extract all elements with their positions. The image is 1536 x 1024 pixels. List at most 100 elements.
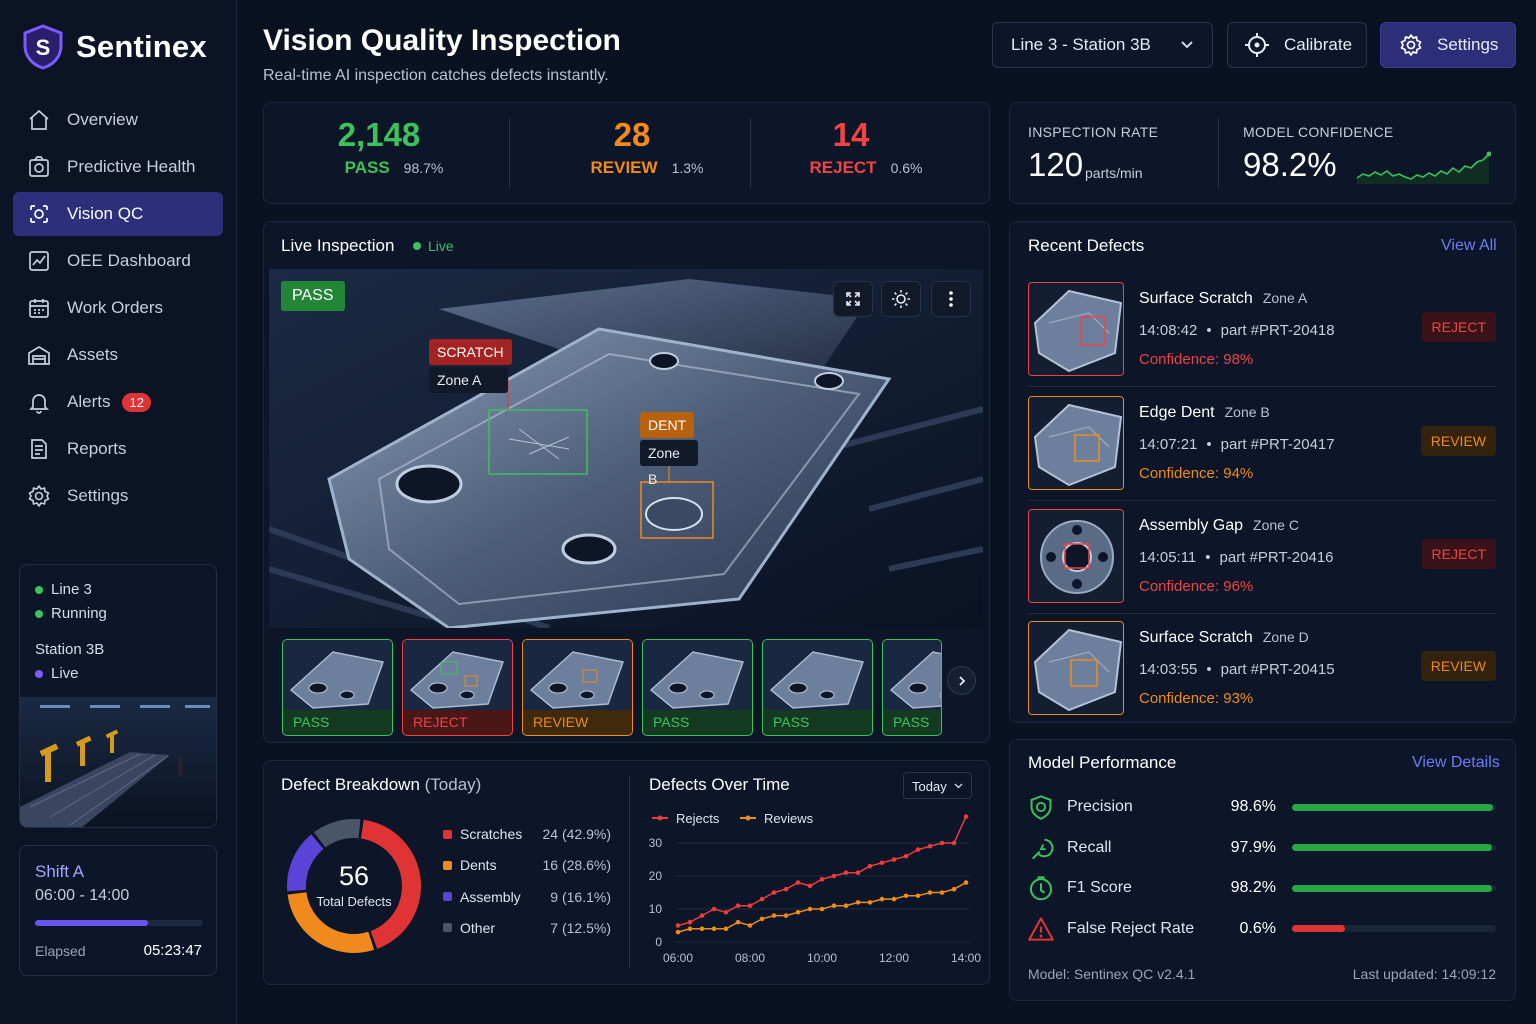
x-tick-label: 12:00	[879, 951, 909, 965]
defect-tag-scratch: SCRATCH	[429, 339, 512, 365]
data-point-rejects	[747, 903, 753, 908]
defect-title: Surface Scratch	[1139, 629, 1253, 646]
bullet-separator: •	[1206, 322, 1212, 339]
metric-value: 98.2%	[1230, 879, 1276, 896]
range-select[interactable]: Today	[903, 772, 972, 799]
stat-row: PASS 98.7%	[279, 158, 509, 178]
sidebar-item-label: Vision QC	[67, 204, 144, 223]
fullscreen-button[interactable]	[833, 281, 873, 317]
legend-item-dents: Dents 16 (28.6%)	[443, 857, 611, 873]
data-point-rejects	[927, 844, 933, 849]
data-point-reviews	[939, 890, 945, 895]
stat-row: REJECT 0.6%	[751, 158, 981, 178]
more-options-button[interactable]	[931, 281, 971, 317]
sidebar-item-settings[interactable]: Settings	[13, 474, 223, 518]
calibrate-button[interactable]: Calibrate	[1227, 22, 1367, 68]
confidence-value: 98.2%	[1243, 146, 1337, 183]
inspection-thumbnail[interactable]: REJECT	[402, 639, 513, 736]
stat-row: REVIEW 1.3%	[532, 158, 762, 178]
metric-value: 98.6%	[1230, 798, 1276, 815]
x-tick-label: 08:00	[735, 951, 765, 965]
calendar-icon	[29, 299, 49, 318]
inspection-thumbnail[interactable]: PASS	[282, 639, 393, 736]
line-status-card[interactable]: Line 3 Running Station 3B Live	[19, 564, 217, 828]
sidebar-item-reports[interactable]: Reports	[13, 427, 223, 471]
defect-confidence: Confidence: 96%	[1139, 578, 1254, 595]
inspection-thumbnail[interactable]: PASS	[642, 639, 753, 736]
data-point-rejects	[879, 860, 885, 866]
stat-reject: 14 REJECT 0.6%	[751, 116, 981, 178]
shift-name: Shift A	[35, 862, 85, 881]
breakdown-period: (Today)	[424, 775, 482, 794]
defect-title-row: Surface Scratch Zone D	[1139, 629, 1309, 647]
data-point-rejects	[819, 877, 825, 882]
data-point-rejects	[795, 880, 801, 885]
list-divider	[1028, 613, 1496, 614]
legend-label: Scratches	[460, 826, 523, 842]
shift-progress-fill	[35, 920, 148, 926]
defect-list-item[interactable]: Assembly Gap Zone C 14:05:11 • part #PRT-204…	[1028, 509, 1496, 603]
settings-button[interactable]: Settings	[1380, 22, 1516, 68]
metric-row-f1-score: F1 Score 98.2%	[1028, 873, 1496, 903]
gear-icon	[1400, 34, 1422, 56]
sidebar-item-assets[interactable]: Assets	[13, 333, 223, 377]
view-details-link[interactable]: View Details	[1412, 754, 1500, 771]
divider	[509, 118, 510, 188]
sidebar-item-predictive-health[interactable]: Predictive Health	[13, 145, 223, 189]
shift-progress	[35, 920, 203, 926]
donut-slice-scratches	[360, 819, 421, 949]
inspection-thumbnail[interactable]: PASS	[762, 639, 873, 736]
defect-image-render	[1029, 510, 1123, 602]
x-tick-label: 06:00	[663, 951, 693, 965]
home-icon	[29, 109, 49, 130]
data-point-rejects	[831, 873, 837, 879]
expand-icon	[846, 292, 860, 306]
metric-bar-fill	[1292, 844, 1492, 851]
donut-slice-assembly	[287, 834, 324, 892]
data-point-rejects	[687, 919, 693, 925]
inspection-thumbnail[interactable]: PASS	[882, 639, 942, 736]
defect-image	[1028, 509, 1124, 603]
station-select-value: Line 3 - Station 3B	[1011, 35, 1151, 54]
defect-title: Surface Scratch	[1139, 290, 1253, 307]
sidebar-item-oee-dashboard[interactable]: OEE Dashboard	[13, 239, 223, 283]
legend-item-scratches: Scratches 24 (42.9%)	[443, 826, 611, 842]
defect-zone: Zone A	[1262, 290, 1308, 306]
model-performance-title: Model Performance	[1028, 753, 1177, 772]
defect-list-item[interactable]: Surface Scratch Zone A 14:08:42 • part #PRT-…	[1028, 282, 1496, 376]
divider	[629, 776, 630, 968]
thumbnail-image	[403, 640, 512, 710]
sidebar-item-work-orders[interactable]: Work Orders	[13, 286, 223, 330]
view-all-link[interactable]: View All	[1441, 237, 1497, 254]
defect-title: Assembly Gap	[1139, 517, 1244, 534]
legend-label: Assembly	[460, 888, 521, 905]
list-divider	[1028, 386, 1496, 387]
alerts-count-badge: 12	[122, 392, 151, 412]
sidebar-item-overview[interactable]: Overview	[13, 98, 223, 142]
sidebar-item-alerts[interactable]: Alerts 12	[13, 380, 223, 424]
logo[interactable]: S Sentinex	[22, 24, 207, 70]
defect-time: 14:05:11	[1139, 549, 1197, 566]
page-title: Vision Quality Inspection	[263, 24, 621, 57]
metric-row-false-reject-rate: False Reject Rate 0.6%	[1028, 914, 1496, 944]
defect-meta: 14:07:21 • part #PRT-20417	[1139, 436, 1335, 453]
inspection-thumbnail[interactable]: REVIEW	[522, 639, 633, 736]
station-select[interactable]: Line 3 - Station 3B	[992, 22, 1213, 68]
legend-swatch	[443, 860, 452, 870]
thumbnail-status: PASS	[653, 714, 690, 730]
thumbs-next-button[interactable]	[947, 666, 976, 695]
line-name: Line 3	[51, 581, 92, 598]
camera-feed[interactable]	[269, 269, 983, 628]
brightness-button[interactable]	[881, 281, 921, 317]
defect-time: 14:03:55	[1139, 661, 1198, 678]
legend-swatch	[443, 923, 452, 933]
crosshair-icon	[1245, 33, 1269, 57]
sidebar-item-vision-qc[interactable]: Vision QC	[13, 192, 223, 236]
donut-slice-other	[313, 819, 361, 848]
stat-label: REJECT	[809, 158, 877, 177]
line-row: Line 3	[35, 581, 92, 598]
defect-list-item[interactable]: Surface Scratch Zone D 14:03:55 • part #PRT-…	[1028, 621, 1496, 715]
calibrate-label: Calibrate	[1284, 35, 1353, 54]
defect-list-item[interactable]: Edge Dent Zone B 14:07:21 • part #PRT-20417 C…	[1028, 396, 1496, 490]
metric-value: 97.9%	[1230, 838, 1276, 856]
